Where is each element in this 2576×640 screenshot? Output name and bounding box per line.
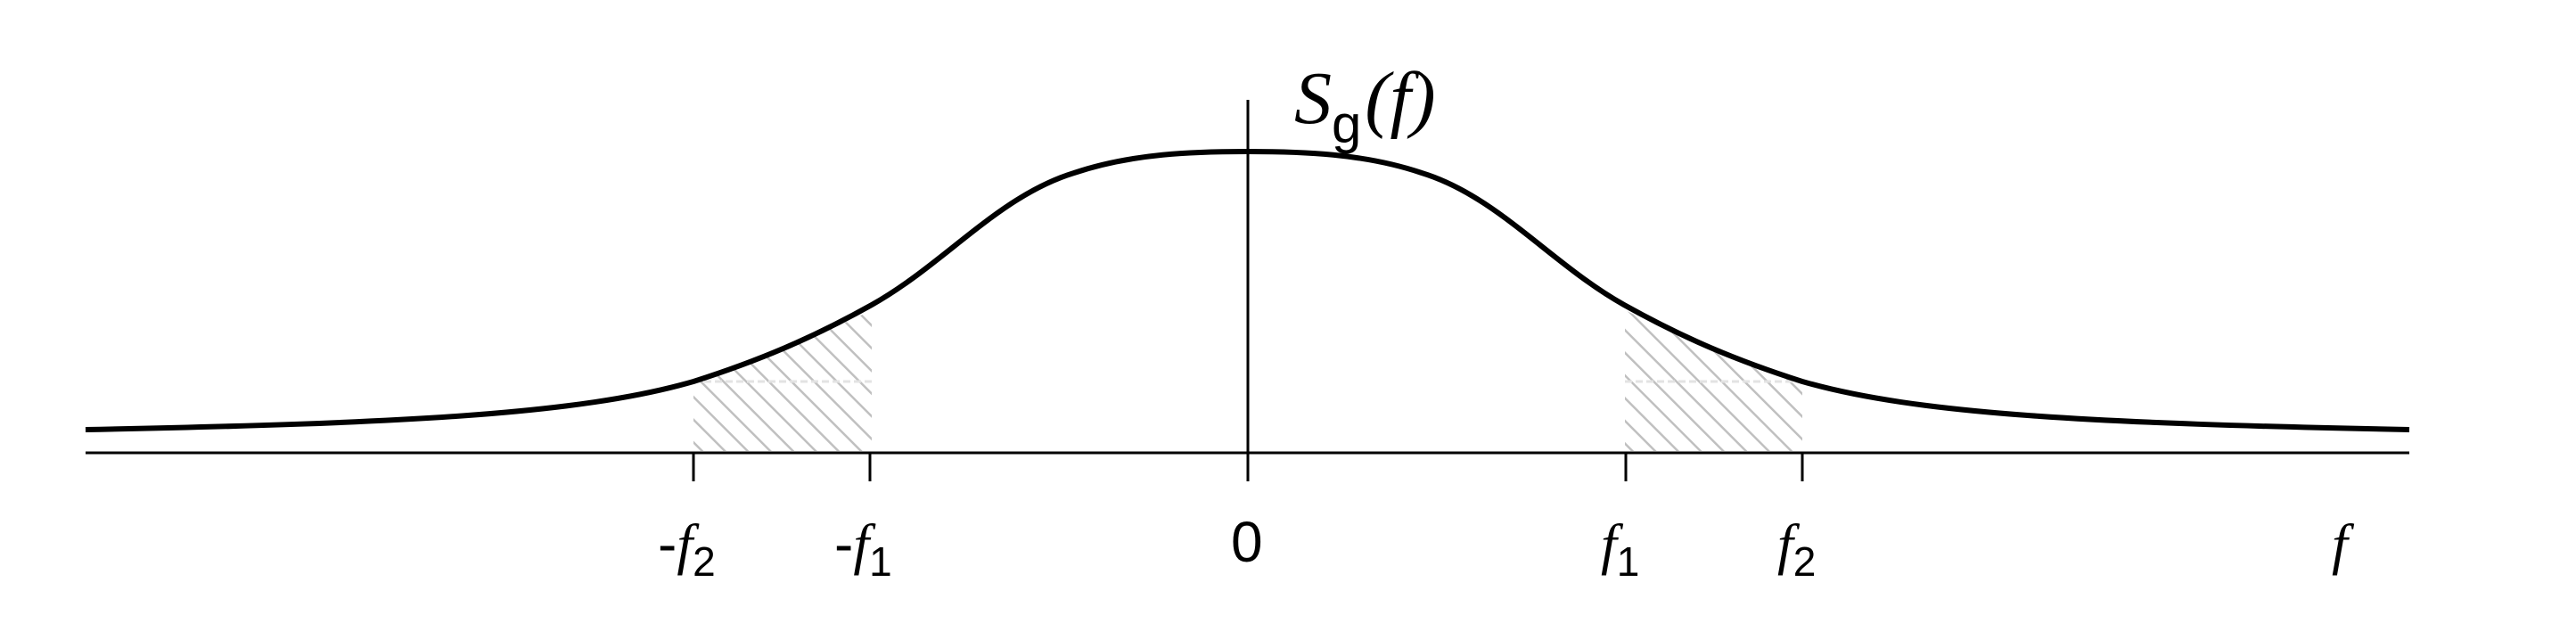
- tick-label-f2: f2: [1777, 513, 1816, 585]
- tick-label-zero: 0: [1231, 510, 1263, 574]
- x-axis-label: f: [2332, 513, 2355, 576]
- spectral-density-curve: [85, 148, 2410, 432]
- y-axis-argument: (f): [1365, 57, 1435, 140]
- y-axis-subscript: g: [1332, 94, 1361, 154]
- tick-label-neg-f2: -f2: [658, 512, 716, 585]
- y-axis-label: Sg(f): [1294, 57, 1436, 154]
- tick-label-f1: f1: [1601, 513, 1639, 585]
- y-axis-symbol: S: [1294, 57, 1332, 140]
- tick-label-neg-f1: -f1: [834, 512, 892, 585]
